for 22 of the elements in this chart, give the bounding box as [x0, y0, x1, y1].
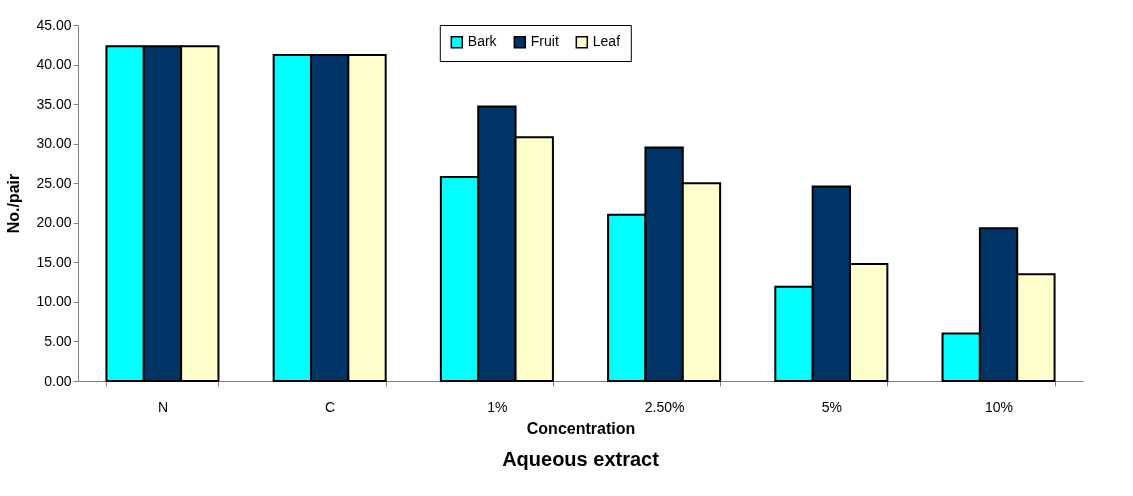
text: Aqueous extract — [502, 448, 660, 470]
y-axis-title: No./pair — [5, 173, 23, 234]
x-axis-title: Concentration — [526, 419, 636, 437]
legend-label: Bark — [467, 33, 498, 50]
x-tick-label: 2.50% — [644, 398, 685, 415]
y-tick-label: 35.00 — [36, 95, 72, 112]
y-tick-label: 5.00 — [44, 332, 72, 349]
y-tick-label: 40.00 — [36, 56, 72, 73]
y-tick-label: 30.00 — [36, 135, 72, 152]
x-tick-label: 5% — [821, 398, 842, 415]
y-tick-label: 15.00 — [36, 253, 72, 270]
legend-label: Leaf — [592, 33, 621, 50]
x-tick-label: 1% — [487, 398, 508, 415]
x-tick-label: N — [157, 398, 169, 415]
legend-label: Fruit — [530, 33, 559, 50]
y-tick-label: 45.00 — [36, 16, 72, 33]
y-tick-label: 0.00 — [44, 372, 72, 389]
x-tick-label: 10% — [985, 398, 1014, 415]
y-tick-label: 20.00 — [36, 214, 72, 231]
y-tick-label: 25.00 — [36, 174, 72, 191]
y-tick-label: 10.00 — [36, 293, 72, 310]
x-tick-label: C — [325, 398, 336, 415]
